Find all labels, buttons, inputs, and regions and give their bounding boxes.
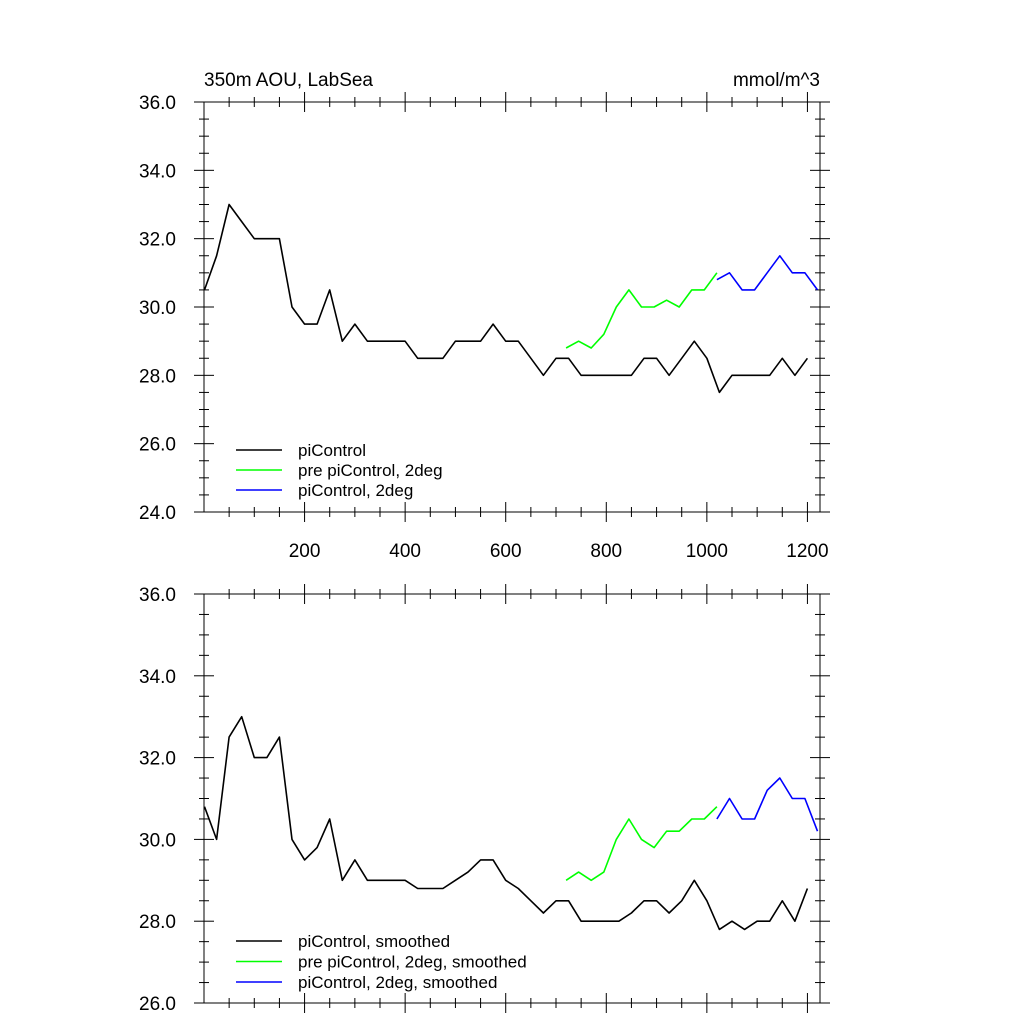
- y-tick-label: 28.0: [139, 912, 176, 933]
- legend-label: pre piControl, 2deg, smoothed: [298, 953, 527, 972]
- plot-frame: [203, 101, 821, 513]
- y-tick-label: 32.0: [139, 749, 176, 770]
- y-tick-label: 36.0: [139, 585, 176, 606]
- legend-label: piControl, smoothed: [298, 932, 450, 951]
- x-tick-label: 800: [590, 541, 622, 562]
- series-line-2: [716, 777, 819, 832]
- y-tick-label: 26.0: [139, 435, 176, 456]
- series-line-0: [203, 715, 809, 931]
- legend-label: piControl, 2deg: [298, 481, 413, 500]
- x-tick-label: 200: [289, 541, 321, 562]
- units-label: mmol/m^3: [733, 70, 820, 91]
- series-line-2: [716, 255, 819, 291]
- y-tick-label: 24.0: [139, 503, 176, 524]
- series-line-1: [565, 806, 718, 882]
- plot-frame: [203, 593, 821, 1004]
- x-tick-label: 400: [389, 541, 421, 562]
- y-tick-label: 26.0: [139, 994, 176, 1015]
- x-tick-label: 1000: [686, 541, 728, 562]
- series-line-0: [203, 203, 809, 394]
- legend-label: piControl: [298, 441, 366, 460]
- series-line-1: [565, 272, 718, 349]
- bottom-panel: 26.0 28.0 30.0 32.0 34.0 36.0 piControl, smoot…: [139, 584, 830, 1015]
- x-tick-label: 600: [490, 541, 522, 562]
- y-tick-label: 30.0: [139, 830, 176, 851]
- y-tick-label: 36.0: [139, 93, 176, 114]
- y-tick-label: 34.0: [139, 161, 176, 182]
- y-tick-label: 30.0: [139, 298, 176, 319]
- x-tick-label: 1200: [786, 541, 828, 562]
- chart-title: 350m AOU, LabSea: [204, 70, 373, 91]
- legend-label: pre piControl, 2deg: [298, 461, 443, 480]
- y-tick-label: 34.0: [139, 667, 176, 688]
- y-tick-label: 28.0: [139, 366, 176, 387]
- top-panel: 350m AOU, LabSea mmol/m^3 24.0 26.0 28.0 30…: [139, 70, 830, 562]
- y-tick-label: 32.0: [139, 230, 176, 251]
- legend-label: piControl, 2deg, smoothed: [298, 973, 497, 992]
